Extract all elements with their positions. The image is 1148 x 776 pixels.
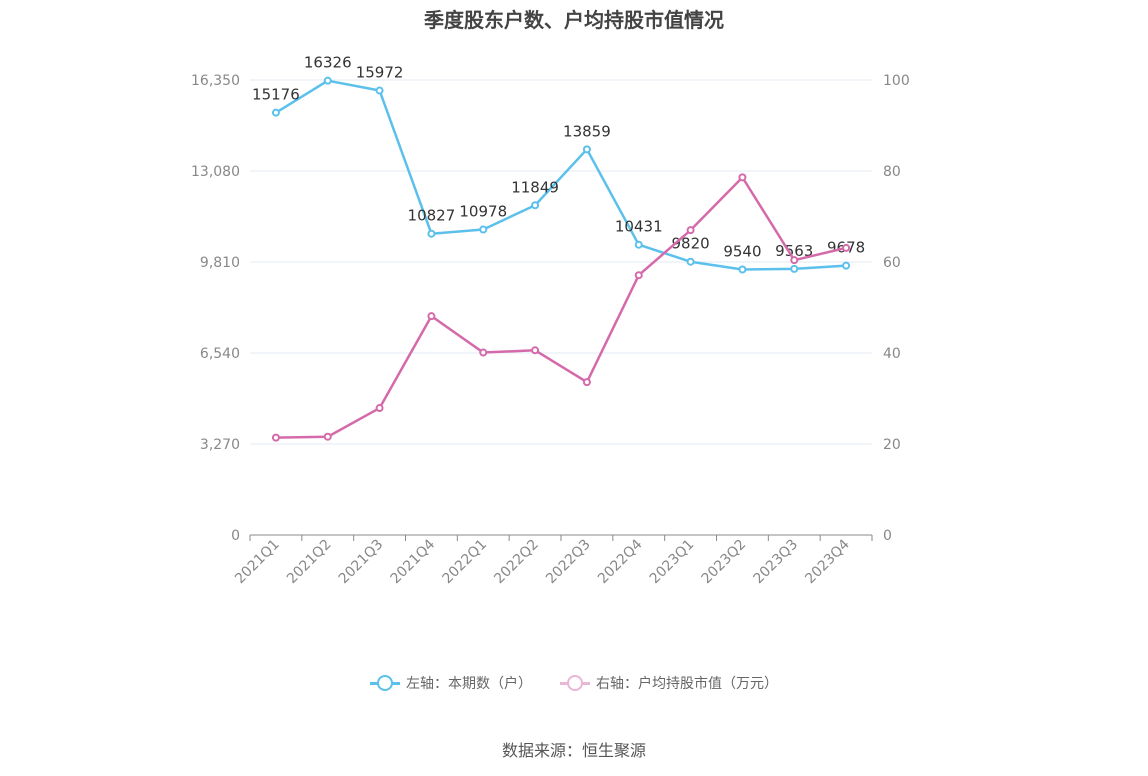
data-source: 数据来源：恒生聚源 — [501, 741, 646, 760]
right-axis-tick-label: 60 — [883, 255, 901, 271]
x-axis-tick-label: 2023Q2 — [699, 537, 750, 588]
data-label-households: 11849 — [511, 178, 559, 196]
data-point-households — [738, 265, 747, 274]
left-axis-tick-label: 16,350 — [191, 73, 240, 89]
data-point-households — [582, 145, 591, 154]
x-axis-tick-label: 2021Q3 — [336, 537, 387, 588]
data-point-households — [531, 201, 540, 210]
data-point-avg-value — [531, 346, 540, 355]
data-label-households: 10827 — [408, 207, 456, 225]
data-point-households — [790, 264, 799, 273]
data-point-households — [686, 257, 695, 266]
data-point-avg-value — [375, 404, 384, 413]
series-line-avg-value — [275, 176, 847, 439]
legend-item-households[interactable]: 左轴：本期数（户） — [370, 673, 532, 693]
data-point-avg-value — [323, 432, 332, 441]
data-point-households — [323, 76, 332, 85]
legend: 左轴：本期数（户） 右轴：户均持股市值（万元） — [0, 673, 1148, 693]
data-label-households: 13859 — [563, 122, 611, 140]
data-point-avg-value — [842, 243, 851, 252]
data-point-avg-value — [686, 226, 695, 235]
right-axis-tick-label: 40 — [883, 346, 901, 362]
x-axis-tick-label: 2022Q1 — [439, 537, 490, 588]
right-axis-tick-label: 0 — [883, 528, 892, 544]
data-point-households — [842, 261, 851, 270]
x-axis-tick-label: 2021Q4 — [388, 536, 439, 587]
x-axis-tick-label: 2023Q4 — [802, 536, 853, 587]
data-point-households — [271, 108, 280, 117]
x-axis-tick-label: 2021Q1 — [232, 537, 283, 588]
series-line-households — [275, 79, 847, 271]
data-point-avg-value — [790, 256, 799, 265]
right-axis-tick-label: 80 — [883, 164, 901, 180]
x-axis-tick-label: 2023Q1 — [647, 537, 698, 588]
data-point-avg-value — [582, 378, 591, 387]
right-axis-tick-label: 100 — [883, 73, 910, 89]
left-axis-tick-label: 6,540 — [200, 346, 240, 362]
x-axis-tick-label: 2022Q2 — [491, 537, 542, 588]
data-label-households: 15176 — [252, 86, 300, 104]
left-axis-tick-label: 0 — [231, 528, 240, 544]
data-point-avg-value — [479, 348, 488, 357]
legend-label-avg-value: 右轴：户均持股市值（万元） — [596, 676, 778, 692]
x-axis-tick-label: 2021Q2 — [284, 537, 335, 588]
data-label-households: 9540 — [723, 243, 761, 261]
x-axis-tick-label: 2022Q4 — [595, 536, 646, 587]
legend-label-households: 左轴：本期数（户） — [406, 676, 532, 692]
legend-swatch-households-icon — [370, 674, 400, 692]
x-axis-tick-label: 2022Q3 — [543, 537, 594, 588]
data-point-avg-value — [738, 173, 747, 182]
data-label-households: 9820 — [671, 235, 709, 253]
chart-title: 季度股东户数、户均持股市值情况 — [424, 8, 724, 32]
legend-item-avg-value[interactable]: 右轴：户均持股市值（万元） — [560, 673, 778, 693]
legend-swatch-avg-value-icon — [560, 674, 590, 692]
data-point-households — [375, 86, 384, 95]
x-axis-tick-label: 2023Q3 — [750, 537, 801, 588]
data-point-avg-value — [271, 433, 280, 442]
left-axis-tick-label: 9,810 — [200, 255, 240, 271]
data-label-households: 15972 — [356, 64, 404, 82]
data-point-avg-value — [427, 312, 436, 321]
data-point-households — [634, 240, 643, 249]
left-axis-tick-label: 3,270 — [200, 437, 240, 453]
data-point-avg-value — [634, 271, 643, 280]
data-label-households: 10431 — [615, 218, 663, 236]
data-label-households: 10978 — [459, 202, 507, 220]
right-axis-tick-label: 20 — [883, 437, 901, 453]
data-label-households: 16326 — [304, 54, 352, 72]
left-axis-tick-label: 13,080 — [191, 164, 240, 180]
data-point-households — [479, 225, 488, 234]
data-point-households — [427, 229, 436, 238]
